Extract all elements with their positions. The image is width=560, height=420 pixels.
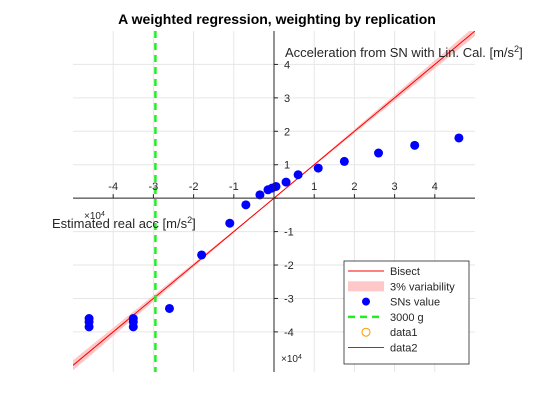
y-tick-label: 1 [284, 160, 290, 172]
sn-value-point [313, 163, 323, 173]
legend-label: SNs value [390, 297, 440, 309]
legend-label: Bisect [390, 266, 420, 278]
sn-value-point [271, 181, 281, 191]
y-tick-label: 4 [284, 59, 290, 71]
legend-box [343, 260, 470, 365]
variability-band [73, 31, 475, 371]
sn-value-point [281, 177, 291, 187]
sn-value-point [164, 303, 174, 313]
legend-swatch [361, 327, 371, 337]
sn-value-point [197, 250, 207, 260]
sn-value-point [410, 140, 420, 150]
legend-swatch [348, 281, 384, 292]
legend-label: 3000 g [390, 312, 424, 324]
sn-value-point [255, 190, 265, 200]
y-tick-label: 3 [284, 93, 290, 105]
sn-value-point [84, 322, 94, 332]
sn-value-point [293, 170, 303, 180]
y-tick-label: 2 [284, 126, 290, 138]
sn-value-point [454, 133, 464, 143]
chart-title: A weighted regression, weighting by repl… [118, 11, 436, 27]
axis-labels: Acceleration from SN with Lin. Cal. [m/s… [52, 44, 523, 365]
axes: -4 -3 -2 -1 1 2 3 4 -4 -3 -2 -1 1 2 3 4 [73, 31, 475, 372]
x-tick-label: -2 [189, 181, 199, 193]
legend-swatch [362, 297, 370, 306]
legend: Bisect 3% variability SNs value 3000 g data1… [343, 260, 470, 365]
y-tick-label: -2 [284, 260, 294, 272]
y-exponent-label: ×104 [281, 354, 302, 366]
y-tick-label: -1 [284, 227, 294, 239]
x-tick-label: 1 [311, 181, 317, 193]
sn-value-point [374, 148, 384, 158]
y-tick-label: -4 [284, 327, 294, 339]
sn-value-point [339, 156, 349, 166]
sn-value-point [225, 218, 235, 228]
y-axis-label: Acceleration from SN with Lin. Cal. [m/s… [285, 44, 523, 60]
x-tick-label: 3 [392, 181, 398, 193]
x-tick-label: 2 [351, 181, 357, 193]
x-tick-label: -3 [149, 181, 159, 193]
legend-label: 3% variability [390, 281, 455, 293]
x-tick-label: 4 [432, 181, 438, 193]
plot-area [73, 31, 475, 372]
legend-label: data1 [390, 327, 418, 339]
x-tick-label: -1 [229, 181, 239, 193]
sn-value-point [241, 200, 251, 210]
x-tick-label: -4 [108, 181, 118, 193]
sn-value-point [128, 322, 138, 332]
y-tick-label: -3 [284, 293, 294, 305]
x-exponent-label: ×104 [84, 211, 105, 223]
x-axis-label: Estimated real acc [m/s2] [52, 215, 196, 231]
legend-label: data2 [390, 343, 418, 355]
